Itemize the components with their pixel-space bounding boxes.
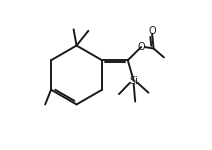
Text: O: O: [148, 26, 156, 36]
Text: O: O: [137, 42, 145, 52]
Text: Si: Si: [129, 76, 138, 86]
